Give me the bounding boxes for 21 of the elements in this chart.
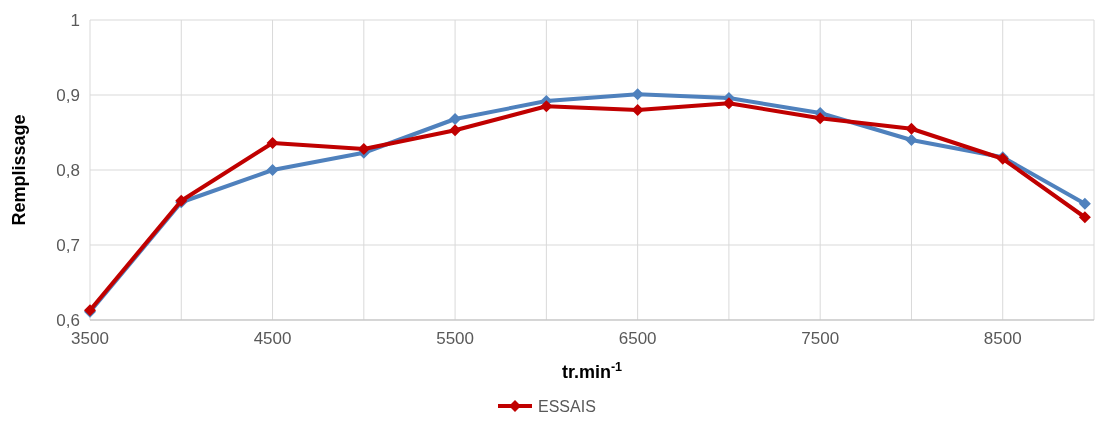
y-axis-title: Remplissage <box>9 114 29 226</box>
x-tick-label: 8500 <box>983 329 1022 348</box>
point <box>1078 197 1091 210</box>
y-tick-label: 0,9 <box>56 85 80 105</box>
y-tick-label: 0,6 <box>56 310 80 330</box>
x-tick-label: 4500 <box>253 329 292 348</box>
y-tick-label: 1 <box>70 10 80 30</box>
x-axis-title: tr.min$^{-1}$ <box>561 360 623 382</box>
legend-label: ESSAIS <box>538 397 596 415</box>
point <box>266 164 279 176</box>
point <box>449 124 462 137</box>
x-tick-label: 3500 <box>71 329 109 348</box>
x-tick-label: 5500 <box>436 329 474 348</box>
point <box>905 134 918 146</box>
y-tick-label: 0,7 <box>56 235 80 255</box>
y-tick-label: 0,8 <box>56 160 80 180</box>
point <box>1078 211 1091 224</box>
x-tick-label: 6500 <box>618 329 657 348</box>
point <box>266 137 279 149</box>
point <box>905 122 918 135</box>
x-tick-label: 7500 <box>801 329 840 348</box>
